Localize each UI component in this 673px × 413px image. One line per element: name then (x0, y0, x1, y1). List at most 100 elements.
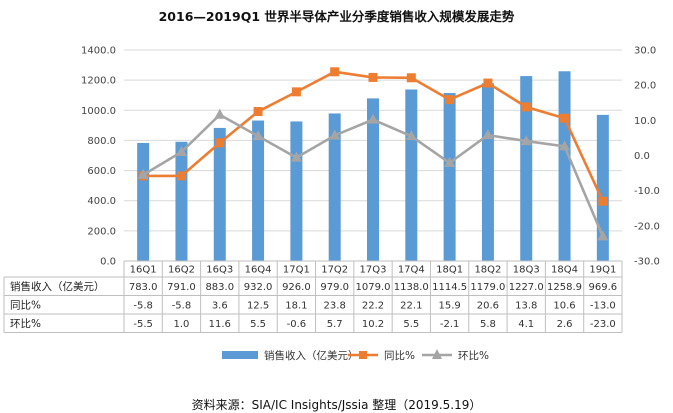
line-point (406, 73, 416, 83)
table-row-label: 销售收入（亿美元） (10, 280, 105, 293)
table-row-label: 环比% (10, 317, 41, 330)
legend-label: 环比% (458, 349, 489, 362)
y-left-tick-label: 0.0 (100, 257, 116, 268)
table-cell: 23.8 (324, 300, 346, 311)
y-left-tick-label: 1400.0 (81, 46, 116, 57)
bar (481, 83, 494, 261)
line-point (253, 107, 263, 117)
line-point (405, 130, 417, 141)
bar (137, 142, 150, 261)
table-cell: 979.0 (320, 282, 349, 293)
line-point (483, 78, 493, 88)
line-point (214, 108, 226, 119)
x-category-label: 17Q2 (321, 265, 348, 276)
table-cell: -0.6 (287, 319, 307, 330)
table-cell: -2.1 (440, 319, 460, 330)
bar (520, 76, 533, 261)
line-point (482, 129, 494, 140)
bar (290, 121, 303, 261)
table-cell: 10.6 (553, 300, 575, 311)
y-left-tick-label: 800.0 (87, 136, 116, 147)
x-category-label: 16Q2 (168, 265, 195, 276)
table-cell: 1114.5 (432, 282, 467, 293)
table-cell: -5.5 (133, 319, 153, 330)
table-cell: 11.6 (209, 319, 231, 330)
y-right-tick-label: 10.0 (634, 116, 656, 127)
bar (405, 89, 418, 261)
table-cell: 883.0 (205, 282, 234, 293)
legend: 销售收入（亿美元） 同比% 环比% (222, 349, 489, 362)
line-point (444, 156, 456, 167)
legend-swatch-marker (432, 349, 442, 359)
line-point (597, 230, 609, 241)
line-series (137, 67, 609, 241)
line-point (176, 171, 186, 181)
table-cell: -13.0 (590, 300, 616, 311)
legend-swatch-bar (222, 351, 258, 359)
y-left-tick-label: 400.0 (87, 196, 116, 207)
line-point (368, 72, 378, 82)
x-category-label: 18Q1 (436, 265, 463, 276)
legend-label: 销售收入（亿美元） (264, 349, 359, 362)
legend-swatch-marker (359, 351, 367, 359)
bar-series (137, 71, 609, 262)
line-point (367, 113, 379, 124)
line-point (290, 151, 302, 162)
y-right-tick-label: 30.0 (634, 46, 656, 57)
x-category-label: 18Q3 (513, 265, 540, 276)
table-cell: 4.1 (518, 319, 534, 330)
y-left-tick-label: 200.0 (87, 226, 116, 237)
line-point (598, 196, 608, 206)
table-cell: 20.6 (477, 300, 499, 311)
table-cell: 1227.0 (509, 282, 544, 293)
line-point (330, 67, 340, 77)
table-cell: 12.5 (247, 300, 269, 311)
bar (252, 120, 265, 261)
x-category-label: 17Q3 (360, 265, 387, 276)
source-note: 资料来源：SIA/IC Insights/Jssia 整理（2019.5.19） (191, 398, 482, 412)
line-point (252, 130, 264, 141)
x-category-label: 16Q4 (245, 265, 272, 276)
table-cell: 1138.0 (394, 282, 429, 293)
table-cell: 22.2 (362, 300, 384, 311)
line-point (291, 87, 301, 97)
x-category-label: 18Q4 (551, 265, 578, 276)
bar (558, 71, 571, 262)
line-point (329, 129, 341, 140)
line-point (559, 140, 571, 151)
table-cell: 783.0 (129, 282, 158, 293)
y-left-tick-label: 1200.0 (81, 76, 116, 87)
table-cell: 2.6 (557, 319, 573, 330)
bar (213, 127, 226, 262)
y-right-tick-label: -10.0 (634, 186, 660, 197)
y-right-tick-label: -30.0 (634, 257, 660, 268)
table-cell: 18.1 (285, 300, 307, 311)
line-point (560, 113, 570, 123)
table-cell: 969.6 (589, 282, 618, 293)
table-cell: 791.0 (167, 282, 196, 293)
bar (596, 114, 609, 261)
table-cell: 15.9 (438, 300, 460, 311)
table-cell: 3.6 (212, 300, 228, 311)
table-cell: 926.0 (282, 282, 311, 293)
table-cell: -5.8 (172, 300, 192, 311)
table-cell: 10.2 (362, 319, 384, 330)
line-point (215, 138, 225, 148)
x-category-label: 18Q2 (474, 265, 501, 276)
y-left-tick-label: 1000.0 (81, 106, 116, 117)
x-category-label: 17Q1 (283, 265, 310, 276)
x-category-label: 16Q1 (130, 265, 157, 276)
table-cell: -23.0 (590, 319, 616, 330)
y-right-tick-label: -20.0 (634, 221, 660, 232)
table-cell: 5.5 (250, 319, 266, 330)
table-row-label: 同比% (10, 298, 41, 311)
bar (367, 98, 379, 261)
table-cell: 1.0 (174, 319, 190, 330)
table-cell: 5.7 (327, 319, 343, 330)
x-category-label: 16Q3 (206, 265, 233, 276)
table-cell: 932.0 (244, 282, 273, 293)
line-point (521, 102, 531, 112)
chart-title: 2016—2019Q1 世界半导体产业分季度销售收入规模发展走势 (158, 9, 515, 24)
line-point (175, 145, 187, 156)
